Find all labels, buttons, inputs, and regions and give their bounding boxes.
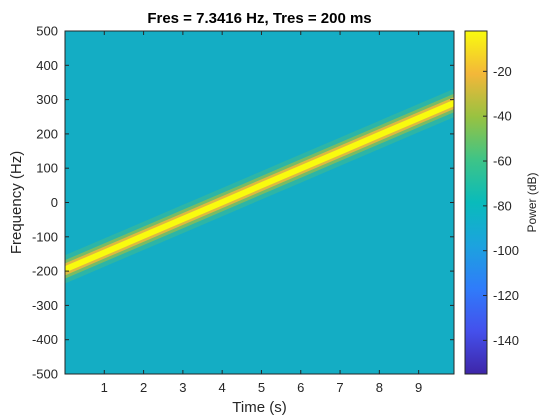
colorbar-tick-label: -120 [493, 288, 519, 303]
x-tick-label: 7 [336, 380, 343, 395]
colorbar-tick-label: -20 [493, 64, 512, 79]
chart-title: Fres = 7.3416 Hz, Tres = 200 ms [147, 10, 371, 27]
y-tick-label: 0 [51, 195, 58, 210]
y-tick-label: -500 [32, 367, 58, 382]
y-tick-label: 500 [36, 24, 58, 39]
ridge-core [65, 99, 454, 273]
y-tick-label: 300 [36, 92, 58, 107]
plot-area [65, 31, 454, 374]
x-tick-label: 8 [376, 380, 383, 395]
x-tick-label: 5 [258, 380, 265, 395]
y-tick-label: 100 [36, 161, 58, 176]
y-tick-label: -400 [32, 332, 58, 347]
colorbar-label: Power (dB) [525, 172, 539, 232]
y-axis-label: Frequency (Hz) [8, 151, 25, 254]
x-tick-label: 4 [219, 380, 226, 395]
y-tick-label: 200 [36, 126, 58, 141]
colorbar-tick-label: -60 [493, 154, 512, 169]
colorbar-tick-label: -100 [493, 243, 519, 258]
x-tick-label: 6 [297, 380, 304, 395]
x-tick-label: 9 [415, 380, 422, 395]
x-tick-label: 3 [179, 380, 186, 395]
colorbar [464, 30, 488, 375]
colorbar-ticks: -20 -40 -60 -80 -100 -120 -140 [483, 64, 519, 348]
colorbar-tick-label: -40 [493, 109, 512, 124]
y-tick-label: -100 [32, 229, 58, 244]
x-axis: 1 2 3 4 5 6 7 8 9 [101, 31, 422, 395]
y-tick-label: 400 [36, 58, 58, 73]
ridge-layer [65, 88, 454, 284]
x-tick-label: 2 [140, 380, 147, 395]
colorbar-tick-label: -80 [493, 198, 512, 213]
x-tick-label: 1 [101, 380, 108, 395]
y-axis: 500 400 300 200 100 0 -100 -200 -300 -400 -500 [32, 24, 454, 382]
colorbar-tick-label: -140 [493, 333, 519, 348]
y-tick-label: -200 [32, 264, 58, 279]
y-tick-label: -300 [32, 298, 58, 313]
x-axis-label: Time (s) [232, 399, 286, 416]
